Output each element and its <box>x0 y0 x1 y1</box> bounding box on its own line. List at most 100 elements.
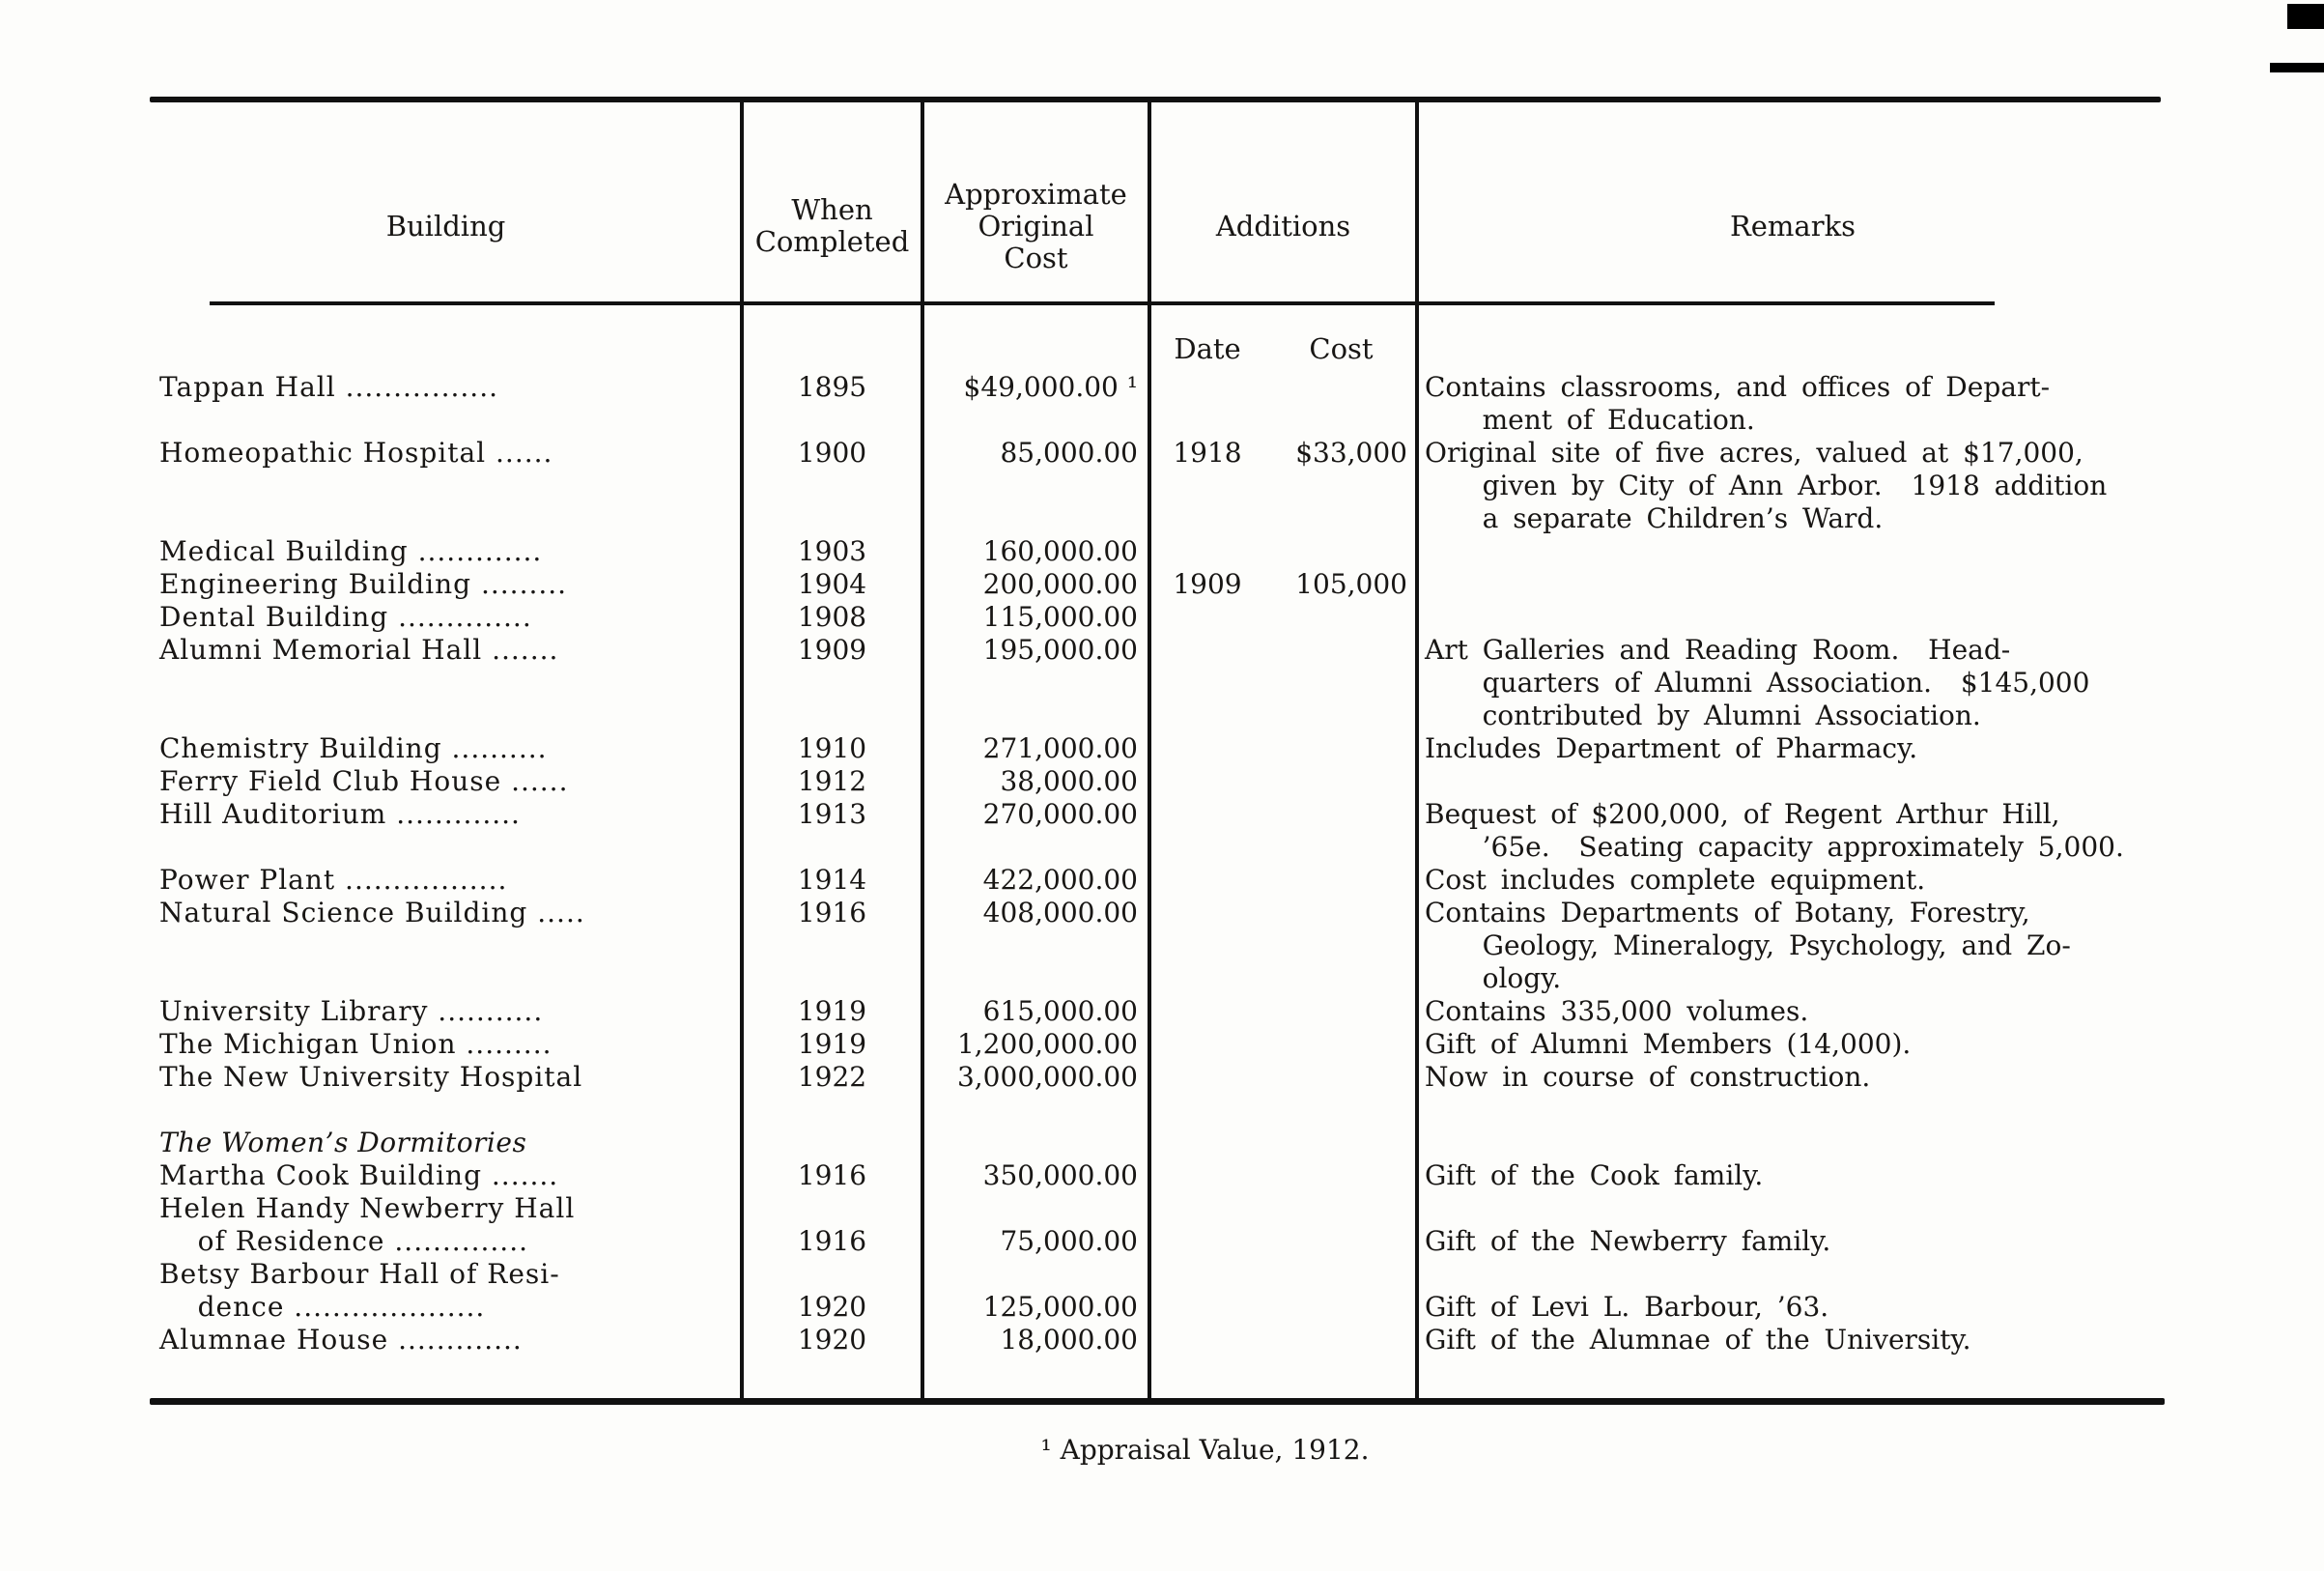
column-divider <box>740 102 744 1398</box>
table-row: Betsy Barbour Hall of Resi- dence ......… <box>150 1258 2168 1324</box>
remarks-cell: Bequest of $200,000, of Regent Arthur Hi… <box>1425 798 2124 863</box>
table-row: Helen Handy Newberry Hall of Residence .… <box>150 1192 2168 1258</box>
when-completed-cell: 1895 <box>797 371 867 403</box>
original-cost-cell: 271,000.00 <box>982 732 1138 764</box>
building-cell: Homeopathic Hospital ...... <box>159 437 553 469</box>
addition-date-cell <box>1149 1258 1265 1324</box>
when-completed-cell: 1916 <box>797 897 867 928</box>
addition-cost-cell <box>1265 1258 1417 1324</box>
when-completed-cell: 1922 <box>797 1061 867 1093</box>
addition-cost-cell <box>1265 897 1417 995</box>
when-completed-cell: 1916 <box>797 1225 867 1257</box>
addition-cost-cell <box>1265 1192 1417 1258</box>
footnote: ¹ Appraisal Value, 1912. <box>1040 1434 1370 1466</box>
original-cost-cell: 195,000.00 <box>982 634 1138 666</box>
table-row: Dental Building .............. 1908 115,… <box>150 601 2168 634</box>
column-divider <box>1415 102 1419 1398</box>
addition-date-cell: 1918 <box>1173 437 1242 469</box>
addition-cost-cell <box>1265 371 1417 437</box>
when-completed-cell: 1900 <box>797 437 867 469</box>
header-underline <box>1419 301 1995 305</box>
addition-date-cell <box>1149 1028 1265 1061</box>
addition-date-cell <box>1149 897 1265 995</box>
when-completed-cell <box>742 1127 922 1159</box>
additions-subheader-row: Date Cost <box>150 307 2168 371</box>
remarks-cell: Gift of Alumni Members (14,000). <box>1425 1028 1912 1060</box>
table-row: Alumni Memorial Hall ....... 1909 195,00… <box>150 634 2168 732</box>
addition-date-cell <box>1149 1061 1265 1094</box>
remarks-cell <box>1417 1127 2168 1159</box>
building-cell: Tappan Hall ................ <box>159 371 498 403</box>
when-completed-cell: 1904 <box>797 568 867 600</box>
remarks-cell: Gift of the Alumnae of the University. <box>1425 1324 1971 1356</box>
building-cell: Medical Building ............. <box>159 535 543 567</box>
table-row: Medical Building ............. 1903 160,… <box>150 535 2168 568</box>
when-completed-cell: 1909 <box>797 634 867 666</box>
header-underline <box>210 301 740 305</box>
scan-artifact <box>2270 63 2324 72</box>
addition-date-cell <box>1149 732 1265 765</box>
remarks-cell: Gift of Levi L. Barbour, ’63. <box>1425 1291 1829 1323</box>
building-cell: Alumnae House ............. <box>159 1324 523 1356</box>
when-completed-cell: 1913 <box>797 798 867 830</box>
original-cost-cell: 200,000.00 <box>982 568 1138 600</box>
original-cost-cell: 615,000.00 <box>982 995 1138 1027</box>
when-completed-cell: 1908 <box>797 601 867 633</box>
addition-cost-cell: 105,000 <box>1295 568 1407 600</box>
addition-date-cell: 1909 <box>1173 568 1242 600</box>
table-row: Alumnae House ............. 1920 18,000.… <box>150 1324 2168 1357</box>
table-row: The Michigan Union ......... 1919 1,200,… <box>150 1028 2168 1061</box>
original-cost-cell: 85,000.00 <box>1000 437 1138 469</box>
addition-date-cell <box>1149 798 1265 864</box>
addition-date-cell <box>1149 535 1265 568</box>
header-underline <box>924 301 1148 305</box>
when-completed-cell: 1912 <box>797 765 867 797</box>
original-cost-cell: 18,000.00 <box>1000 1324 1138 1356</box>
building-cell: Hill Auditorium ............. <box>159 798 521 830</box>
table-row: Natural Science Building ..... 1916 408,… <box>150 897 2168 995</box>
addition-cost-cell <box>1265 798 1417 864</box>
building-cell: Power Plant ................. <box>159 864 508 896</box>
addition-cost-cell <box>1265 995 1417 1028</box>
addition-cost-cell <box>1265 1324 1417 1357</box>
building-cell: Alumni Memorial Hall ....... <box>159 634 559 666</box>
remarks-cell: Now in course of construction. <box>1425 1061 1871 1093</box>
addition-date-cell <box>1149 634 1265 732</box>
additions-date-subheader: Date <box>1174 332 1241 365</box>
addition-cost-cell: $33,000 <box>1295 437 1407 469</box>
when-completed-cell: 1916 <box>797 1159 867 1191</box>
building-cell: Natural Science Building ..... <box>159 897 585 928</box>
table-row: University Library ........... 1919 615,… <box>150 995 2168 1028</box>
addition-date-cell <box>1149 864 1265 897</box>
building-cell: Betsy Barbour Hall of Resi- dence ......… <box>159 1258 560 1323</box>
original-cost-cell <box>922 1127 1149 1159</box>
building-cell: University Library ........... <box>159 995 544 1027</box>
when-completed-cell: 1910 <box>797 732 867 764</box>
original-cost-cell: 3,000,000.00 <box>956 1061 1138 1093</box>
original-cost-cell: 270,000.00 <box>982 798 1138 830</box>
original-cost-cell: 75,000.00 <box>1000 1225 1138 1257</box>
building-cell: Martha Cook Building ....... <box>159 1159 559 1191</box>
building-cell: The Michigan Union ......... <box>159 1028 553 1060</box>
header-underline <box>1151 301 1415 305</box>
column-divider <box>1148 102 1151 1398</box>
column-divider <box>921 102 924 1398</box>
original-cost-cell: 125,000.00 <box>982 1291 1138 1323</box>
original-cost-cell: 422,000.00 <box>982 864 1138 896</box>
building-cell: Ferry Field Club House ...... <box>159 765 569 797</box>
remarks-cell: Gift of the Cook family. <box>1425 1159 1764 1191</box>
original-cost-cell: 38,000.00 <box>1000 765 1138 797</box>
when-completed-cell: 1903 <box>797 535 867 567</box>
table-row: Chemistry Building .......... 1910 271,0… <box>150 732 2168 765</box>
buildings-table: Building When Completed Approximate Orig… <box>150 97 2168 1405</box>
column-header-when-completed: When Completed <box>754 193 910 258</box>
addition-cost-cell <box>1265 1061 1417 1094</box>
original-cost-cell: 1,200,000.00 <box>956 1028 1138 1060</box>
original-cost-cell: $49,000.00 ¹ <box>963 371 1138 403</box>
table-row: Tappan Hall ................ 1895 $49,00… <box>150 371 2168 437</box>
remarks-cell <box>1417 765 2168 798</box>
original-cost-cell: 160,000.00 <box>982 535 1138 567</box>
addition-date-cell <box>1149 1192 1265 1258</box>
addition-date-cell <box>1149 1324 1265 1357</box>
remarks-cell: Art Galleries and Reading Room. Head- qu… <box>1425 634 2090 731</box>
